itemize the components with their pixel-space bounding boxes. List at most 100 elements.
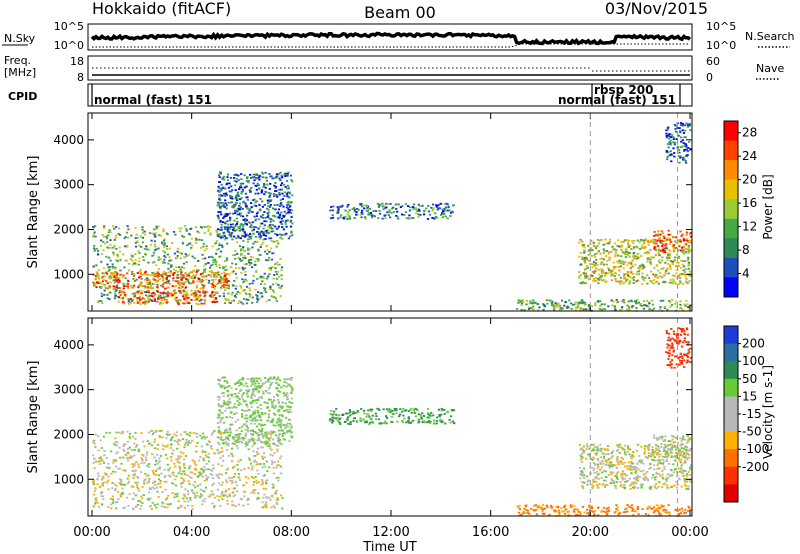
- data-cell: [229, 433, 232, 436]
- data-cell: [284, 402, 288, 405]
- data-cell: [341, 414, 344, 416]
- data-cell: [597, 278, 601, 281]
- data-cell: [653, 235, 656, 237]
- data-cell: [369, 212, 373, 214]
- data-cell: [257, 438, 260, 441]
- data-cell: [168, 467, 172, 469]
- data-cell: [239, 497, 242, 500]
- data-cell: [389, 409, 392, 412]
- data-cell: [180, 276, 183, 279]
- data-cell: [110, 507, 113, 510]
- data-cell: [583, 257, 586, 259]
- data-cell: [118, 281, 121, 284]
- data-cell: [650, 270, 653, 273]
- data-cell: [577, 241, 581, 244]
- data-cell: [280, 182, 284, 185]
- data-cell: [237, 302, 240, 304]
- data-cell: [117, 296, 121, 299]
- data-cell: [525, 504, 528, 507]
- data-cell: [274, 297, 277, 300]
- data-cell: [177, 281, 180, 284]
- data-cell: [199, 474, 203, 477]
- data-cell: [401, 420, 404, 422]
- data-cell: [266, 249, 269, 251]
- data-cell: [392, 211, 396, 213]
- data-cell: [546, 506, 549, 508]
- data-cell: [662, 235, 665, 238]
- data-cell: [103, 462, 106, 464]
- data-cell: [248, 440, 251, 443]
- data-cell: [593, 244, 596, 247]
- data-cell: [290, 431, 293, 434]
- data-cell: [247, 299, 250, 301]
- data-cell: [113, 273, 116, 275]
- data-cell: [231, 492, 234, 494]
- data-cell: [261, 216, 264, 219]
- data-cell: [188, 282, 191, 284]
- data-cell: [272, 472, 275, 475]
- data-cell: [225, 472, 228, 474]
- data-cell: [525, 303, 528, 306]
- data-cell: [652, 282, 655, 285]
- data-cell: [624, 239, 627, 242]
- data-cell: [267, 379, 270, 382]
- data-cell: [263, 220, 266, 223]
- data-cell: [222, 267, 225, 270]
- data-cell: [360, 408, 363, 410]
- data-cell: [368, 415, 371, 418]
- data-cell: [274, 263, 277, 265]
- data-cell: [647, 241, 650, 243]
- data-cell: [223, 380, 226, 382]
- data-cell: [286, 219, 289, 222]
- data-cell: [219, 505, 222, 507]
- data-cell: [530, 302, 533, 305]
- data-cell: [147, 479, 151, 481]
- data-cell: [367, 212, 370, 214]
- data-cell: [237, 174, 240, 177]
- data-cell: [220, 226, 223, 229]
- data-cell: [264, 377, 267, 379]
- data-cell: [271, 483, 274, 486]
- data-cell: [204, 497, 207, 500]
- data-cell: [163, 299, 166, 302]
- data-cell: [253, 380, 256, 382]
- data-cell: [202, 436, 205, 438]
- data-cell: [592, 278, 595, 280]
- data-cell: [688, 141, 691, 143]
- data-cell: [187, 302, 190, 304]
- data-cell: [369, 417, 372, 420]
- data-cell: [331, 209, 334, 212]
- data-cell: [412, 410, 415, 413]
- data-cell: [362, 409, 366, 412]
- data-cell: [253, 481, 256, 483]
- data-cell: [261, 457, 265, 460]
- data-cell: [683, 303, 686, 306]
- data-cell: [272, 220, 275, 222]
- data-cell: [669, 238, 672, 241]
- data-cell: [194, 467, 197, 470]
- data-cell: [600, 275, 603, 278]
- data-cell: [272, 207, 275, 210]
- data-cell: [212, 464, 215, 467]
- data-cell: [253, 419, 256, 422]
- data-cell: [330, 206, 333, 208]
- data-cell: [261, 200, 264, 203]
- data-cell: [402, 408, 405, 410]
- data-cell: [333, 417, 336, 419]
- data-cell: [617, 301, 620, 303]
- data-cell: [115, 465, 118, 468]
- data-cell: [274, 405, 277, 407]
- data-cell: [287, 191, 290, 194]
- data-cell: [252, 182, 255, 185]
- data-cell: [654, 234, 657, 236]
- data-cell: [263, 184, 266, 187]
- data-cell: [579, 274, 583, 277]
- data-cell: [196, 303, 199, 306]
- data-cell: [230, 453, 233, 456]
- data-cell: [277, 284, 280, 286]
- data-cell: [674, 256, 677, 259]
- data-cell: [337, 208, 340, 211]
- data-cell: [349, 423, 352, 426]
- data-cell: [249, 226, 252, 229]
- data-cell: [528, 302, 531, 305]
